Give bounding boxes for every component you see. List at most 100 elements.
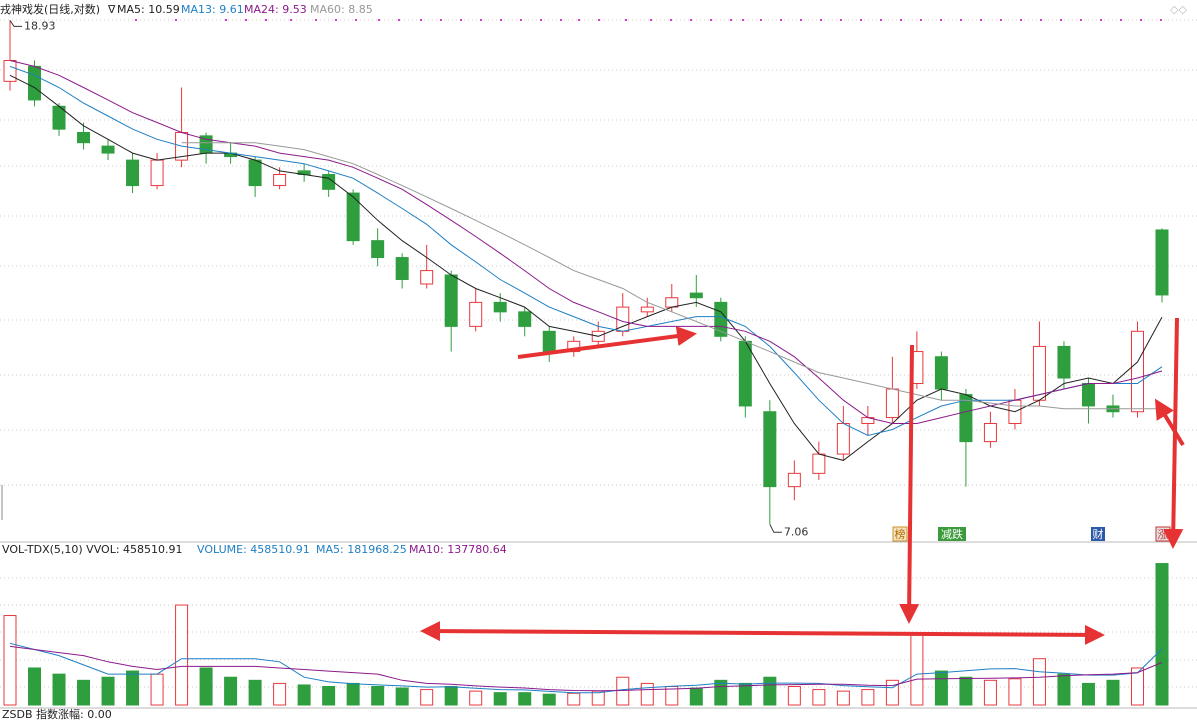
volume-title: VOL-TDX(5,10) VVOL: 458510.91: [2, 543, 183, 556]
volume-bar: [101, 676, 115, 706]
volume-bar: [1155, 563, 1169, 706]
volume-bar: [1008, 678, 1022, 706]
volume-bar: [322, 685, 336, 706]
candle-body: [738, 340, 752, 407]
volume-bar: [1081, 682, 1095, 706]
event-dot: [840, 19, 842, 21]
annotation-arrows: [420, 317, 1185, 645]
event-dot: [175, 19, 177, 21]
legend-entry: MA24: 9.53: [244, 3, 307, 16]
event-dot: [560, 19, 562, 21]
volume-bar: [199, 667, 213, 706]
volume-bar: [1106, 679, 1120, 706]
candle-body: [763, 411, 777, 488]
volume-bar: [714, 679, 728, 706]
volume-bar: [77, 679, 91, 706]
event-dot: [820, 19, 822, 21]
volume-bar: [493, 692, 507, 706]
marker-box: [892, 526, 908, 542]
legend-entry: VOLUME: 458510.91: [197, 543, 310, 556]
candle-body: [28, 65, 42, 101]
event-dot: [760, 19, 762, 21]
candle-body: [101, 145, 115, 154]
volume-bar: [346, 682, 360, 706]
event-markers: 榜 减跌 财 涨: [892, 526, 1171, 542]
volume-bar: [52, 673, 66, 706]
volume-bar: [444, 685, 458, 706]
event-dot: [398, 19, 400, 21]
event-dot: [378, 19, 380, 21]
event-dot: [1120, 19, 1122, 21]
arrow: [517, 326, 697, 359]
event-dot: [980, 19, 982, 21]
event-dot: [860, 19, 862, 21]
volume-bar: [1057, 673, 1071, 706]
event-dot: [625, 19, 627, 21]
volume-bar: [297, 684, 311, 706]
volume-bar: [518, 692, 532, 706]
volume-bar: [1032, 658, 1046, 706]
event-dot: [355, 19, 357, 21]
event-dot: [520, 19, 522, 21]
marker-label: 榜: [895, 527, 906, 541]
candle-body: [934, 356, 948, 390]
event-dot: [730, 19, 732, 21]
marker-label: 涨: [1158, 528, 1169, 541]
event-dot: [780, 19, 782, 21]
candle-body: [1032, 345, 1046, 401]
event-dot: [1040, 19, 1042, 21]
chart-title: 戎神戏发(日线,对数): [0, 2, 100, 16]
candle-body: [1057, 345, 1071, 379]
candle-body: [346, 192, 360, 242]
event-dot: [670, 19, 672, 21]
event-dot: [500, 19, 502, 21]
candle-body: [689, 292, 703, 299]
volume-bar: [983, 679, 997, 706]
legend-entry: MA60: 8.85: [310, 3, 373, 16]
annotation: 18.93: [24, 19, 56, 32]
candle-body: [983, 422, 997, 443]
volume-bar: [959, 676, 973, 706]
candle-body: [420, 270, 434, 285]
legend-entry: MA5: 181968.25: [316, 543, 407, 556]
marker-box: [938, 527, 966, 541]
event-dot: [940, 19, 942, 21]
marker-box: [1091, 527, 1105, 541]
candle-body: [812, 453, 826, 474]
volume-bar: [787, 685, 801, 706]
event-dot: [1060, 19, 1062, 21]
event-dot: [1000, 19, 1002, 21]
candle-body: [640, 306, 654, 313]
event-dot: [225, 19, 227, 21]
candle-body: [518, 311, 532, 327]
candle-body: [126, 159, 140, 187]
candle-body: [3, 60, 17, 82]
volume-bar: [542, 693, 556, 706]
volume-bar: [469, 690, 483, 706]
ma-line: [9, 645, 1163, 692]
event-dot: [1160, 19, 1162, 21]
volume-bar: [812, 689, 826, 706]
candle-body: [1081, 382, 1095, 407]
ma-line: [9, 65, 1163, 437]
marker-label: 财: [1093, 527, 1104, 541]
event-dot: [135, 19, 137, 21]
volume-bar: [395, 687, 409, 706]
event-dot: [742, 19, 744, 21]
candle-body: [395, 257, 409, 280]
plot: 18.93 7.06: [3, 19, 1169, 706]
ma-line: [181, 142, 1162, 410]
event-dot: [650, 19, 652, 21]
volume-bar: [175, 604, 189, 706]
ma-line: [9, 74, 1163, 461]
event-dot: [440, 19, 442, 21]
volume-bar: [616, 676, 630, 706]
arrow: [1154, 398, 1185, 447]
annotation: 7.06: [784, 525, 809, 538]
corner-icon[interactable]: ◇◇: [1170, 3, 1187, 16]
volume-bar: [836, 690, 850, 706]
event-dot: [290, 19, 292, 21]
grid: [0, 19, 1197, 688]
volume-bar: [861, 689, 875, 706]
